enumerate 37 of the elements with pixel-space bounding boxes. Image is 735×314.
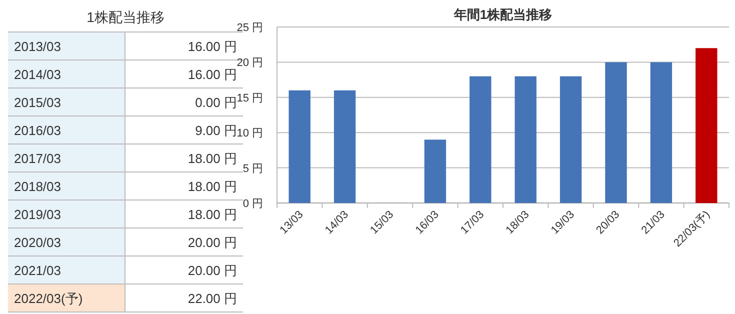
bar xyxy=(514,76,536,203)
y-tick-label: 20 円 xyxy=(236,57,263,70)
text: 16.00 円 xyxy=(188,67,237,82)
y-tick-label: 15 円 xyxy=(236,92,263,104)
y-tick-label: 0 円 xyxy=(242,198,263,210)
bar xyxy=(605,62,627,203)
y-tick-label: 10 円 xyxy=(236,128,263,140)
text: 20.00 円 xyxy=(188,235,237,250)
text: 18.00 円 xyxy=(188,207,237,222)
category-label: 2019/03 xyxy=(14,207,61,222)
category-label: 2021/03 xyxy=(14,263,61,278)
category-label: 2022/03(予) xyxy=(14,291,83,306)
text: 22.00 円 xyxy=(188,291,237,306)
chart-title: 年間1株配当推移 xyxy=(452,7,552,22)
category-label: 2017/03 xyxy=(14,151,61,166)
category-label: 2014/03 xyxy=(14,67,61,82)
text: 18.00 円 xyxy=(188,179,237,194)
bar xyxy=(424,140,446,203)
text: 16.00 円 xyxy=(188,39,237,54)
text: 20.00 円 xyxy=(188,263,237,278)
text: 9.00 円 xyxy=(195,123,237,138)
bar xyxy=(334,90,356,203)
text: 18.00 円 xyxy=(188,151,237,166)
bar xyxy=(650,62,672,203)
category-label: 2016/03 xyxy=(14,123,61,138)
category-label: 2020/03 xyxy=(14,235,61,250)
bar xyxy=(696,48,718,203)
y-tick-label: 5 円 xyxy=(242,162,263,175)
bar xyxy=(470,76,492,203)
category-label: 2018/03 xyxy=(14,179,61,194)
y-tick-label: 25 円 xyxy=(236,22,263,34)
category-label: 2013/03 xyxy=(14,39,61,54)
bar xyxy=(560,76,582,203)
bar xyxy=(288,90,310,203)
category-label: 2015/03 xyxy=(14,95,61,110)
text: 0.00 円 xyxy=(195,95,237,110)
text: 1株配当推移 xyxy=(86,9,164,25)
